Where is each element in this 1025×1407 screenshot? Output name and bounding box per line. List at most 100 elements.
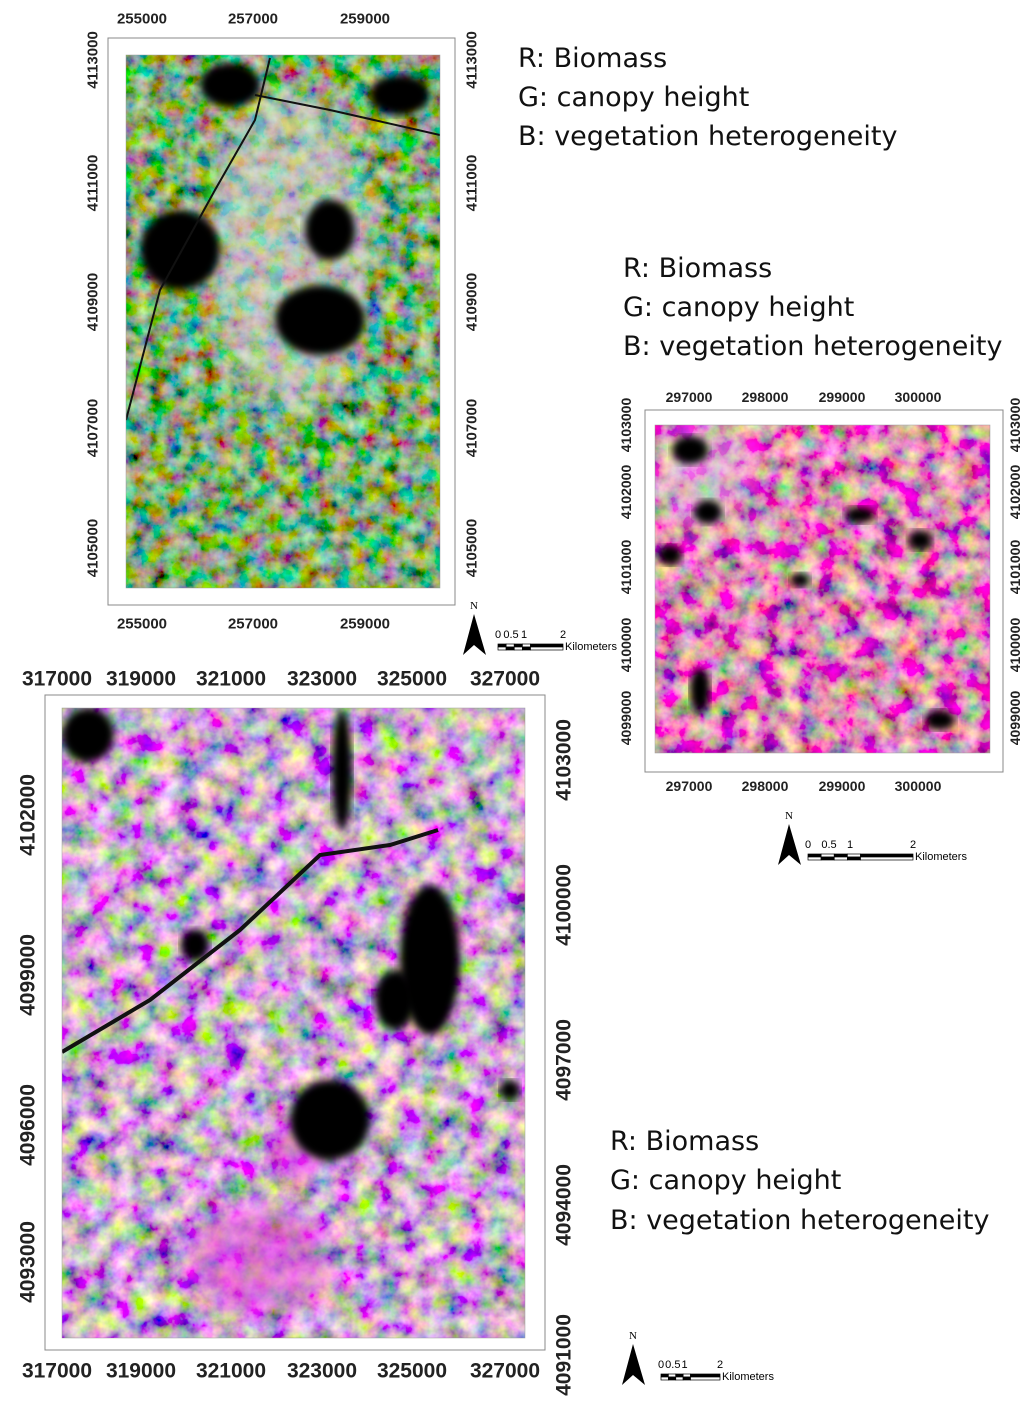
legend-text: B: vegetation heterogeneity <box>610 1205 989 1236</box>
scale-label: 2 <box>717 1359 723 1371</box>
x-tick-label: 317000 <box>22 1359 92 1382</box>
scale-unit: Kilometers <box>722 1371 774 1383</box>
scale-segment <box>821 857 834 860</box>
dark-area <box>375 970 415 1030</box>
y-tick-label: 4113000 <box>84 31 101 89</box>
scale-segment <box>668 1374 675 1377</box>
scale-segment <box>861 854 914 857</box>
x-tick-label: 300000 <box>895 778 942 794</box>
dark-area <box>500 1080 520 1100</box>
y-tick-label: 4111000 <box>84 155 101 212</box>
figure: 2550002570002590002550002570002590004113… <box>0 0 1025 1407</box>
x-tick-label: 259000 <box>340 10 390 27</box>
dark-area <box>290 1080 370 1160</box>
y-tick-label: 4091000 <box>552 1314 575 1396</box>
legend-text: B: vegetation heterogeneity <box>518 121 897 152</box>
dark-area <box>908 530 932 550</box>
y-tick-label: 4109000 <box>463 273 480 331</box>
map-image <box>62 708 525 1338</box>
scale-label: 0.5 <box>821 839 836 851</box>
scale-segment <box>834 854 847 857</box>
scale-segment <box>821 854 834 857</box>
dark-area <box>790 573 810 587</box>
scale-label: 1 <box>521 629 527 641</box>
y-tick-label: 4099000 <box>16 934 39 1016</box>
north-label: N <box>470 600 478 612</box>
y-tick-label: 4101000 <box>618 540 634 595</box>
scale-segment <box>834 857 847 860</box>
x-tick-label: 259000 <box>340 615 390 632</box>
y-tick-label: 4097000 <box>552 1019 575 1101</box>
legend-text: G: canopy height <box>518 82 749 113</box>
y-tick-label: 4099000 <box>618 691 634 746</box>
y-tick-label: 4103000 <box>618 398 634 453</box>
legend-text: R: Biomass <box>610 1126 759 1157</box>
legend-text: R: Biomass <box>623 253 772 284</box>
x-tick-label: 327000 <box>470 1359 540 1382</box>
y-tick-label: 4103000 <box>552 719 575 801</box>
north-label: N <box>629 1330 637 1342</box>
scale-segment <box>661 1377 668 1380</box>
x-tick-label: 257000 <box>228 10 278 27</box>
scale-segment <box>808 854 821 857</box>
scale-segment <box>506 647 514 650</box>
scale-label: 0.5 <box>503 629 518 641</box>
scale-label: 2 <box>560 629 566 641</box>
scale-unit: Kilometers <box>565 641 617 653</box>
x-tick-label: 325000 <box>377 1359 447 1382</box>
y-tick-label: 4099000 <box>1007 691 1023 746</box>
scale-segment <box>522 647 530 650</box>
y-tick-label: 4105000 <box>463 519 480 577</box>
x-tick-label: 299000 <box>819 778 866 794</box>
y-tick-label: 4107000 <box>463 399 480 457</box>
legend-text: G: canopy height <box>623 292 854 323</box>
x-tick-label: 327000 <box>470 667 540 690</box>
scale-segment <box>847 854 860 857</box>
x-tick-label: 297000 <box>666 778 713 794</box>
y-tick-label: 4100000 <box>1007 618 1023 673</box>
scale-unit: Kilometers <box>915 851 967 863</box>
north-arrow <box>778 824 801 865</box>
scale-segment <box>676 1377 683 1380</box>
scale-segment <box>861 857 914 860</box>
dark-area <box>845 507 875 523</box>
x-tick-label: 297000 <box>666 389 713 405</box>
scale-segment <box>514 644 522 647</box>
x-tick-label: 298000 <box>742 778 789 794</box>
scale-label: 0 <box>495 629 501 641</box>
dark-area <box>925 710 955 730</box>
x-tick-label: 255000 <box>117 10 167 27</box>
x-tick-label: 299000 <box>819 389 866 405</box>
bright-patch <box>190 1205 330 1315</box>
scale-label: 0.5 <box>665 1359 680 1371</box>
scale-label: 0 <box>805 839 811 851</box>
scale-segment <box>808 857 821 860</box>
scale-label: 0 <box>658 1359 664 1371</box>
scale-label: 1 <box>847 839 853 851</box>
map-image <box>126 55 440 588</box>
x-tick-label: 257000 <box>228 615 278 632</box>
dark-area <box>200 63 260 107</box>
y-tick-label: 4111000 <box>463 155 480 212</box>
dark-area <box>62 708 114 762</box>
y-tick-label: 4100000 <box>552 864 575 946</box>
y-tick-label: 4102000 <box>1007 465 1023 520</box>
north-arrow <box>463 614 486 655</box>
scale-segment <box>847 857 860 860</box>
north-label: N <box>785 810 793 822</box>
scale-segment <box>522 644 530 647</box>
scale-segment <box>668 1377 675 1380</box>
dark-area <box>694 500 722 524</box>
scale-segment <box>683 1377 690 1380</box>
scale-segment <box>661 1374 668 1377</box>
x-tick-label: 321000 <box>196 1359 266 1382</box>
dark-area <box>658 545 682 565</box>
y-tick-label: 4101000 <box>1007 540 1023 595</box>
scale-segment <box>514 647 522 650</box>
scale-segment <box>506 644 514 647</box>
y-tick-label: 4113000 <box>463 31 480 89</box>
x-tick-label: 319000 <box>106 1359 176 1382</box>
dark-area <box>690 668 710 712</box>
x-tick-label: 325000 <box>377 667 447 690</box>
x-tick-label: 319000 <box>106 667 176 690</box>
